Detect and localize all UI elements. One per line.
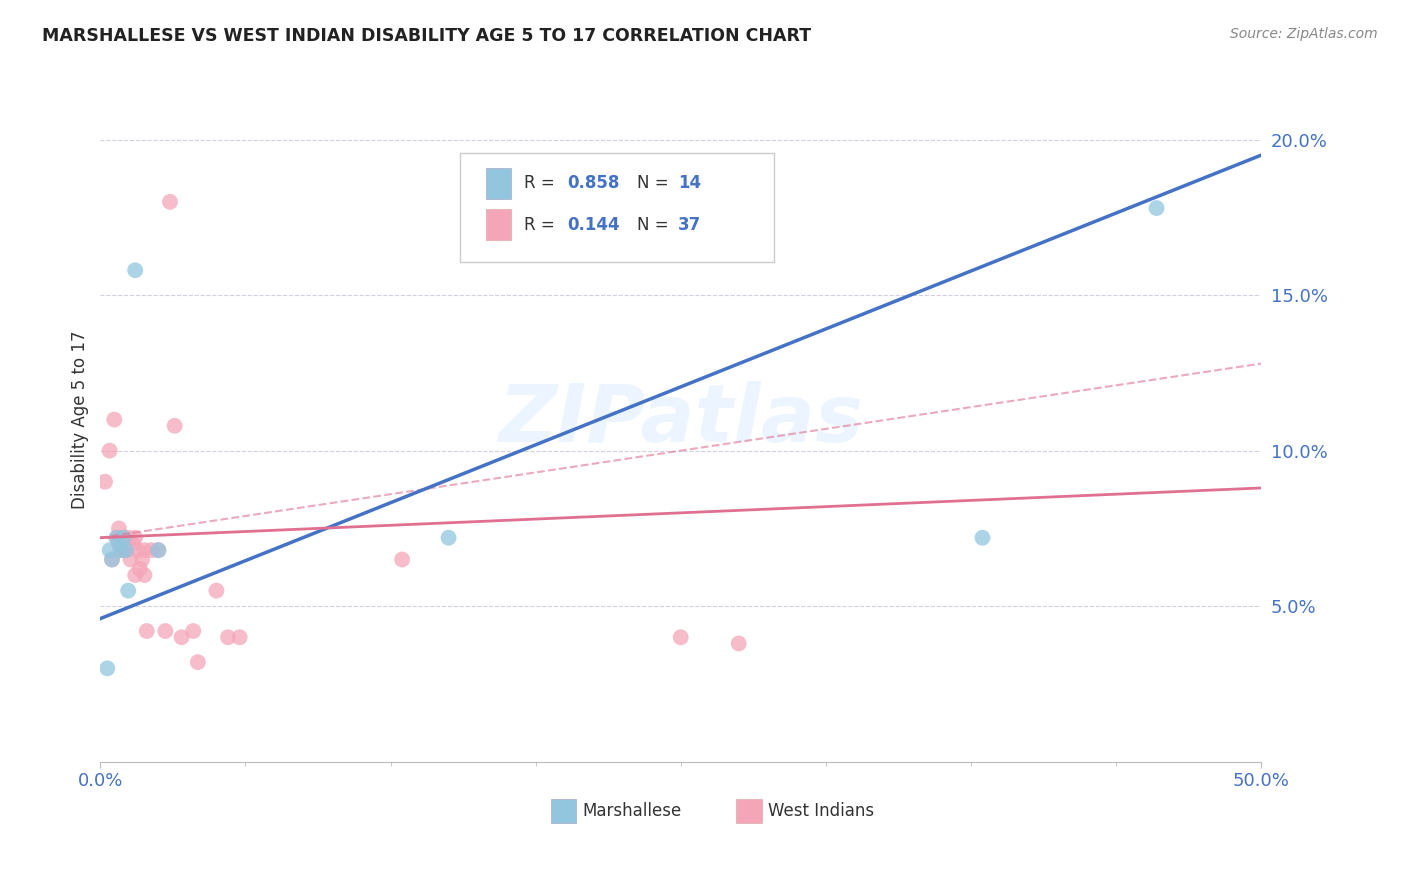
Point [110,531,132,545]
Point [228,630,250,644]
Point [437,531,460,545]
Text: 0.144: 0.144 [567,216,620,234]
Point [98,443,121,458]
Point [108,537,131,551]
Point [391,552,413,566]
Point [727,636,749,650]
Point [131,552,153,566]
Text: 14: 14 [678,175,702,193]
Y-axis label: Disability Age 5 to 17: Disability Age 5 to 17 [72,330,89,508]
Point [148,543,170,558]
Point [117,583,139,598]
Text: MARSHALLESE VS WEST INDIAN DISABILITY AGE 5 TO 17 CORRELATION CHART: MARSHALLESE VS WEST INDIAN DISABILITY AG… [42,27,811,45]
FancyBboxPatch shape [737,798,762,823]
Text: N =: N = [637,175,673,193]
Text: Marshallese: Marshallese [582,802,682,820]
Point [121,537,143,551]
Point [101,552,124,566]
Point [163,418,186,433]
Point [159,194,181,209]
Point [124,263,146,277]
Point [115,543,138,558]
FancyBboxPatch shape [460,153,773,262]
Point [155,624,177,638]
Text: ZIPatlas: ZIPatlas [498,381,863,458]
Point [134,568,156,582]
Point [134,543,156,558]
Point [120,552,142,566]
Point [96,661,118,675]
Point [105,531,128,545]
Point [98,543,121,558]
Point [124,568,146,582]
Point [108,521,131,535]
Point [128,562,150,576]
Point [205,583,228,598]
Point [112,531,135,545]
Point [148,543,170,558]
Point [124,531,146,545]
Point [1146,201,1168,215]
Point [170,630,193,644]
Point [135,624,157,638]
Point [127,543,149,558]
Text: N =: N = [637,216,673,234]
Point [972,531,994,545]
Text: 37: 37 [678,216,702,234]
Point [181,624,204,638]
Point [112,543,135,558]
Point [108,537,131,551]
Text: R =: R = [524,216,560,234]
Point [112,531,135,545]
FancyBboxPatch shape [485,209,512,240]
Point [105,531,128,545]
Point [103,412,125,426]
Text: R =: R = [524,175,560,193]
Point [101,552,124,566]
Point [117,531,139,545]
Point [669,630,692,644]
Text: West Indians: West Indians [768,802,875,820]
Point [115,543,138,558]
Point [217,630,239,644]
Point [94,475,117,489]
Text: 0.858: 0.858 [567,175,619,193]
Point [112,543,135,558]
Point [187,655,209,669]
Point [110,543,132,558]
Point [141,543,163,558]
Text: Source: ZipAtlas.com: Source: ZipAtlas.com [1230,27,1378,41]
FancyBboxPatch shape [485,168,512,199]
FancyBboxPatch shape [551,798,576,823]
